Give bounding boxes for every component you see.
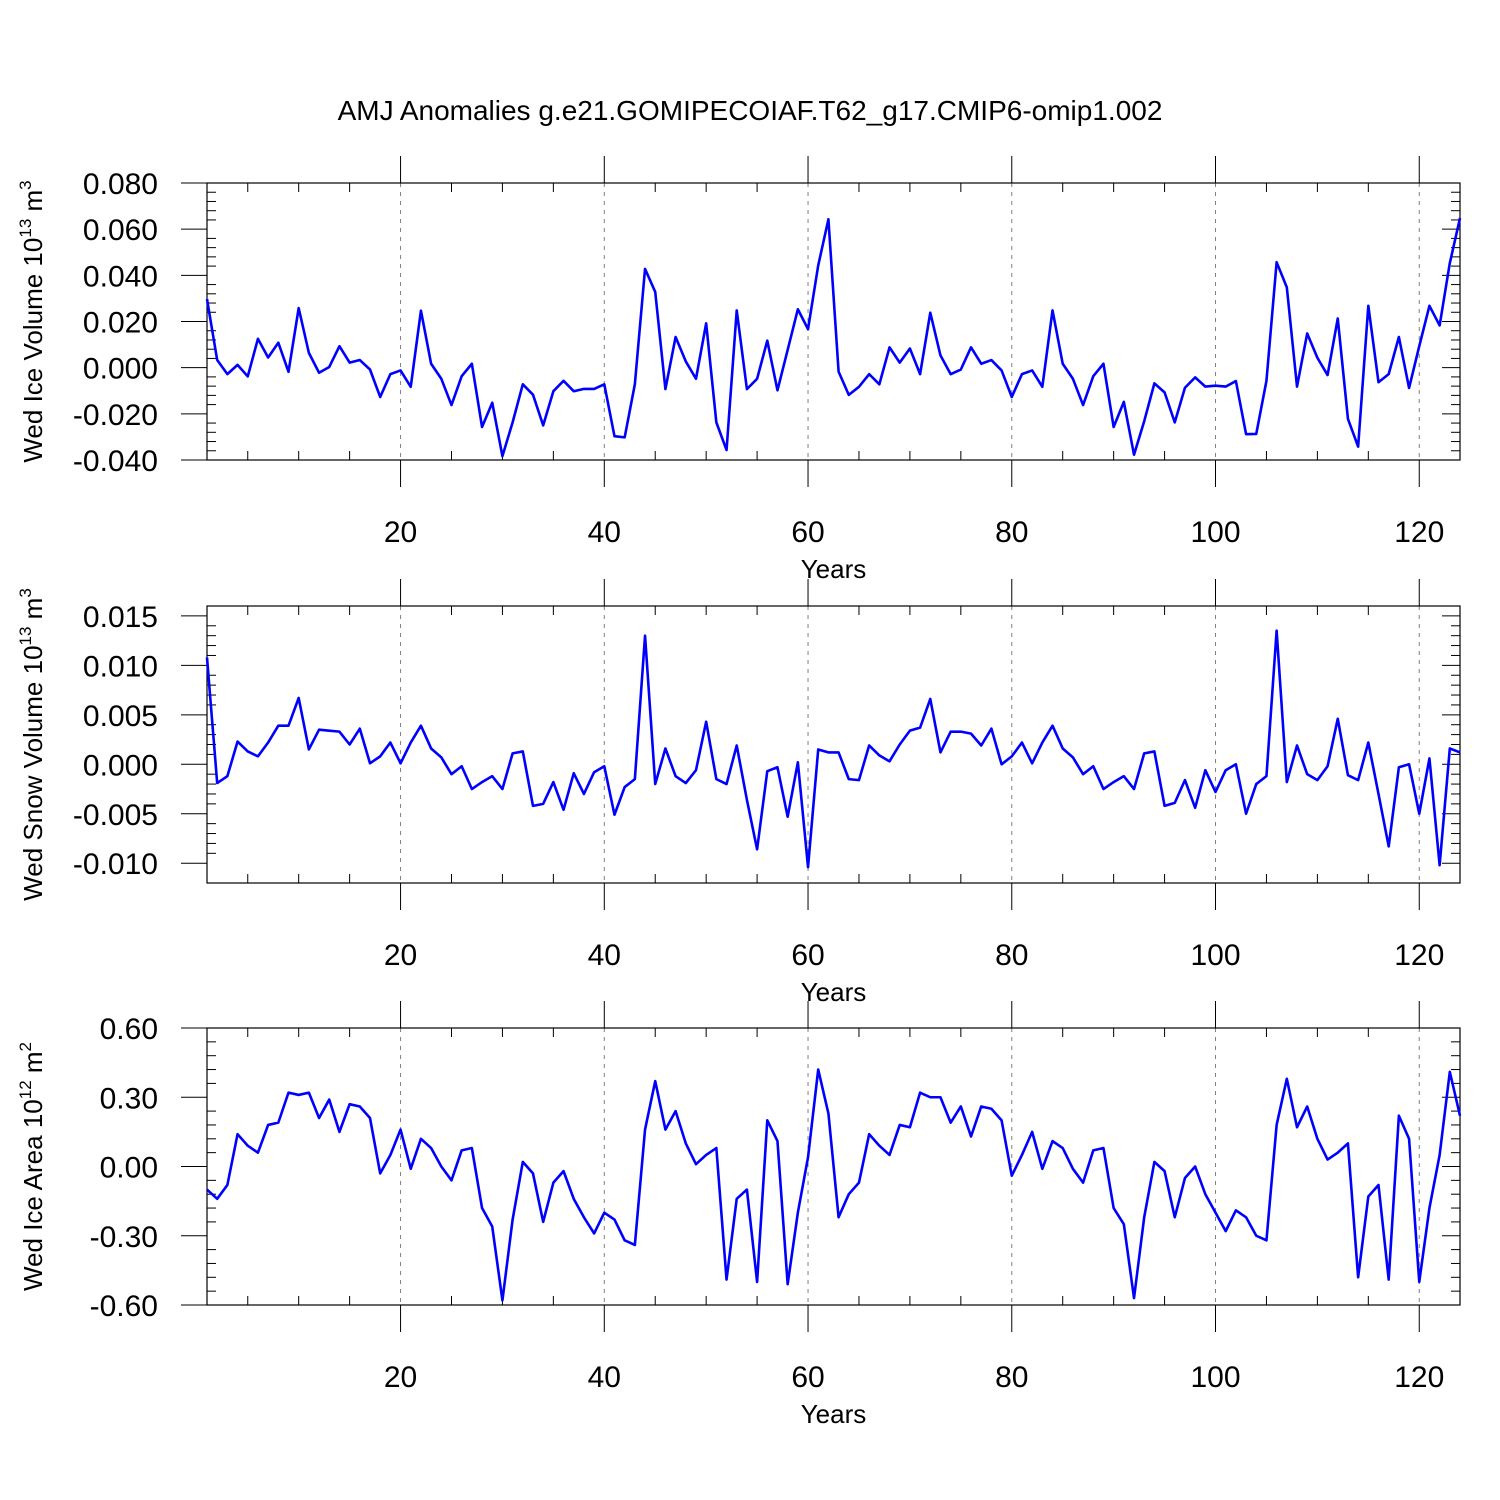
y-tick-label: 0.30	[100, 1082, 158, 1115]
x-tick-label: 60	[791, 516, 824, 549]
y-axis-label: Wed Snow Volume 1013 m3	[16, 588, 48, 901]
series-line-snow-volume	[205, 629, 1461, 869]
x-tick-label: 20	[384, 939, 417, 972]
y-tick-label: 0.010	[83, 650, 158, 683]
y-axis-label-superscript: 3	[16, 588, 35, 597]
x-tick-label: 40	[588, 516, 621, 549]
y-axis-label-text: m	[18, 1051, 48, 1080]
x-axis-label: Years	[801, 1399, 867, 1429]
x-tick-label: 20	[384, 516, 417, 549]
y-axis-label-superscript: 13	[16, 219, 35, 238]
y-axis-label-text: Wed Ice Volume 10	[18, 238, 48, 463]
y-axis-label-text: Wed Snow Volume 10	[18, 645, 48, 900]
panel-ice-volume: 20 40 60 80 100 120 -0.040 -0.020 0.000 0.020 0.04…	[16, 156, 1462, 584]
y-tick-label: 0.000	[83, 749, 158, 782]
x-tick-label: 120	[1394, 939, 1444, 972]
y-tick-label: 0.015	[83, 601, 158, 634]
y-tick-label: 0.080	[83, 168, 158, 201]
y-tick-label: 0.060	[83, 214, 158, 247]
y-axis-label-superscript: 3	[16, 180, 35, 189]
y-axis-label-text: Wed Ice Area 10	[18, 1099, 48, 1291]
y-tick-label: 0.020	[83, 307, 158, 340]
y-axis-label-text: m	[18, 190, 48, 219]
x-axis-label: Years	[801, 977, 867, 1007]
y-axis-label-superscript: 2	[16, 1042, 35, 1051]
y-tick-label: -0.010	[73, 848, 158, 881]
x-tick-label: 120	[1394, 1361, 1444, 1394]
y-axis-label: Wed Ice Area 1012 m2	[16, 1042, 48, 1291]
x-tick-label: 60	[791, 939, 824, 972]
x-tick-label: 80	[995, 516, 1028, 549]
panels: 20 40 60 80 100 120 -0.040 -0.020 0.000 0.020 0.04…	[16, 156, 1462, 1429]
x-tick-label: 40	[588, 1361, 621, 1394]
y-tick-label: 0.040	[83, 260, 158, 293]
y-tick-label: -0.005	[73, 799, 158, 832]
y-tick-label: 0.00	[100, 1152, 158, 1185]
plot-frame	[206, 1027, 1461, 1306]
x-tick-label: 120	[1394, 516, 1444, 549]
series-line-ice-volume	[205, 217, 1462, 458]
y-tick-label: 0.005	[83, 700, 158, 733]
panel-ice-area: 20 40 60 80 100 120 -0.60 -0.30 0.00 0.30 0.60 Year…	[16, 1001, 1462, 1429]
plot-frame	[206, 182, 1461, 461]
y-tick-label: -0.60	[90, 1290, 158, 1323]
y-axis-label-text: m	[18, 598, 48, 627]
y-tick-label: -0.020	[73, 399, 158, 432]
plot-frame	[206, 605, 1461, 884]
x-axis-label: Years	[801, 554, 867, 584]
figure-title: AMJ Anomalies g.e21.GOMIPECOIAF.T62_g17.…	[338, 95, 1163, 126]
x-tick-label: 80	[995, 1361, 1028, 1394]
series-line-ice-area	[206, 1068, 1462, 1302]
y-tick-label: 0.60	[100, 1013, 158, 1046]
x-tick-label: 100	[1190, 1361, 1240, 1394]
x-tick-label: 80	[995, 939, 1028, 972]
x-tick-label: 20	[384, 1361, 417, 1394]
y-axis-label-superscript: 12	[16, 1080, 35, 1099]
y-tick-label: 0.000	[83, 353, 158, 386]
x-tick-label: 100	[1190, 939, 1240, 972]
x-tick-label: 100	[1190, 516, 1240, 549]
x-tick-label: 60	[791, 1361, 824, 1394]
panel-snow-volume: 20 40 60 80 100 120 -0.010 -0.005 0.000 0.005 0.01…	[16, 579, 1461, 1007]
y-axis-label-superscript: 13	[16, 627, 35, 646]
y-axis-label: Wed Ice Volume 1013 m3	[16, 180, 48, 462]
y-tick-label: -0.30	[90, 1221, 158, 1254]
x-tick-label: 40	[588, 939, 621, 972]
y-tick-label: -0.040	[73, 445, 158, 478]
